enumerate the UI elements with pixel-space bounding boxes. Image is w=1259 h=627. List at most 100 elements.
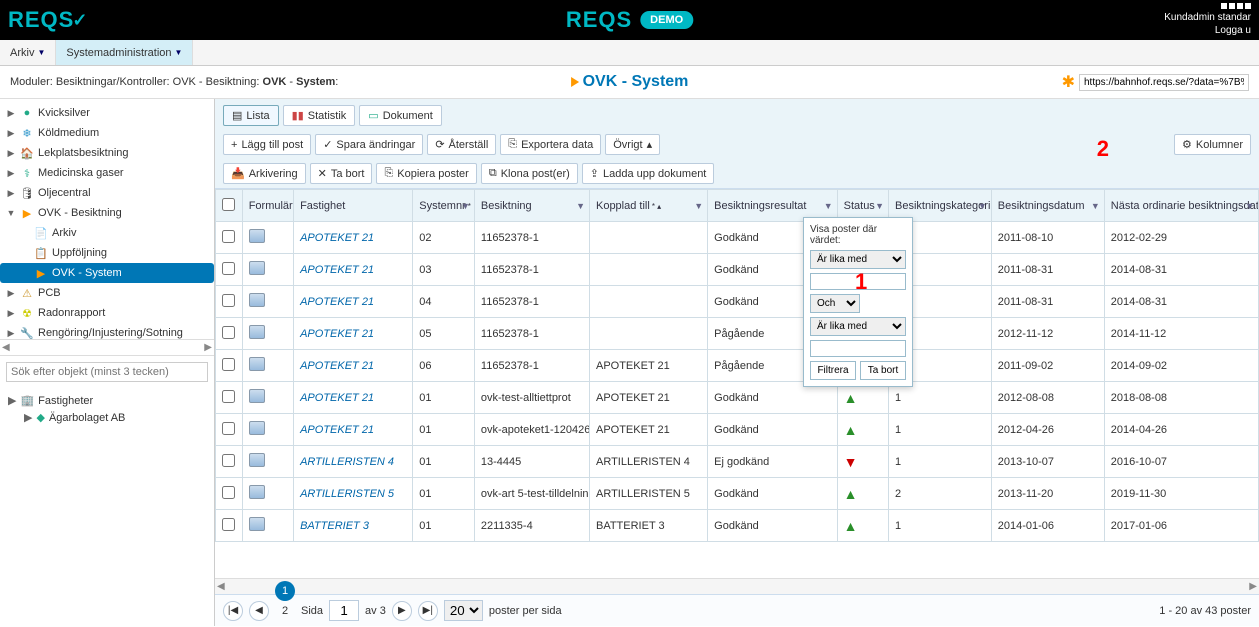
btn-spara[interactable]: ✓Spara ändringar — [315, 134, 423, 155]
form-icon[interactable] — [249, 261, 265, 275]
logout-link[interactable]: Logga u — [1164, 24, 1251, 37]
pager-input[interactable] — [329, 600, 359, 621]
tree-item[interactable]: ▶🔧Rengöring/Injustering/Sotning — [0, 323, 214, 339]
form-icon[interactable] — [249, 485, 265, 499]
fastighet-root[interactable]: ▶🏢Fastigheter — [8, 392, 206, 409]
tree-item[interactable]: ▶🛢Oljecentral — [0, 183, 214, 203]
tree-item[interactable]: 📄Arkiv — [0, 223, 214, 243]
col-systemnr[interactable]: Systemnr*▼ — [413, 190, 475, 222]
row-checkbox[interactable] — [222, 390, 235, 403]
filter-icon[interactable]: ▼ — [461, 201, 470, 211]
form-icon[interactable] — [249, 421, 265, 435]
expand-icon[interactable]: ▶ — [6, 168, 16, 179]
btn-ladda[interactable]: ⇪Ladda upp dokument — [582, 163, 715, 184]
cell-fastighet[interactable]: ARTILLERISTEN 4 — [294, 446, 413, 478]
pager-page[interactable]: 2 — [275, 601, 295, 621]
grid-hscroll[interactable]: ◀▶ — [215, 578, 1259, 594]
tree-item[interactable]: ▶⚕Medicinska gaser — [0, 163, 214, 183]
pager-size[interactable]: 20 — [444, 600, 483, 621]
form-icon[interactable] — [249, 357, 265, 371]
pager-last[interactable]: ▶| — [418, 601, 438, 621]
table-row[interactable]: APOTEKET 210411652378-1Godkänd▲12011-08-… — [216, 286, 1259, 318]
filter-icon[interactable]: ▼ — [875, 201, 884, 211]
row-checkbox[interactable] — [222, 422, 235, 435]
form-icon[interactable] — [249, 389, 265, 403]
expand-icon[interactable]: ▶ — [6, 188, 16, 199]
form-icon[interactable] — [249, 229, 265, 243]
table-row[interactable]: APOTEKET 210311652378-1Godkänd▲12011-08-… — [216, 254, 1259, 286]
filter-icon[interactable]: ▼ — [978, 201, 987, 211]
filter-val2[interactable] — [810, 340, 906, 357]
fastighet-child[interactable]: ▶◆Ägarbolaget AB — [8, 409, 206, 426]
pager-next[interactable]: ▶ — [392, 601, 412, 621]
filter-icon[interactable]: ▼ — [576, 201, 585, 211]
search-input[interactable] — [6, 362, 208, 382]
table-row[interactable]: ARTILLERISTEN 40113-4445ARTILLERISTEN 4E… — [216, 446, 1259, 478]
cell-fastighet[interactable]: BATTERIET 3 — [294, 510, 413, 542]
filter-op1[interactable]: Är lika med — [810, 250, 906, 269]
col-checkbox[interactable] — [216, 190, 243, 222]
filter-icon[interactable]: ▼ — [1091, 201, 1100, 211]
form-icon[interactable] — [249, 517, 265, 531]
filter-icon[interactable]: ▼ — [824, 201, 833, 211]
url-input[interactable] — [1079, 74, 1249, 91]
expand-icon[interactable]: ▶ — [6, 288, 16, 299]
pager-page[interactable]: 3 — [275, 621, 295, 627]
tree-item[interactable]: 📋Uppföljning — [0, 243, 214, 263]
select-all[interactable] — [222, 198, 235, 211]
btn-exportera[interactable]: ⎘Exportera data — [500, 134, 601, 155]
tree-item[interactable]: ▼▶OVK - Besiktning — [0, 203, 214, 223]
tree-item[interactable]: ▶●Kvicksilver — [0, 103, 214, 123]
table-row[interactable]: APOTEKET 210611652378-1APOTEKET 21Pågåen… — [216, 350, 1259, 382]
table-row[interactable]: APOTEKET 2101ovk-test-alltiettprotAPOTEK… — [216, 382, 1259, 414]
col-besiktning[interactable]: Besiktning▼ — [474, 190, 589, 222]
col-kopplad[interactable]: Kopplad till* ▴▼ — [589, 190, 707, 222]
cell-fastighet[interactable]: APOTEKET 21 — [294, 382, 413, 414]
pager-page[interactable]: 1 — [275, 581, 295, 601]
filter-icon[interactable]: ▼ — [1245, 201, 1254, 211]
tree-item[interactable]: ▶⚠PCB — [0, 283, 214, 303]
tree-item[interactable]: ▶❄Köldmedium — [0, 123, 214, 143]
table-row[interactable]: BATTERIET 3012211335-4BATTERIET 3Godkänd… — [216, 510, 1259, 542]
expand-icon[interactable]: ▶ — [6, 128, 16, 139]
filter-icon[interactable]: ▼ — [694, 201, 703, 211]
col-nasta[interactable]: Nästa ordinarie besiktningsdatum▼ — [1104, 190, 1258, 222]
pager-first[interactable]: |◀ — [223, 601, 243, 621]
table-row[interactable]: APOTEKET 2101ovk-apoteket1-120426APOTEKE… — [216, 414, 1259, 446]
filter-clear[interactable]: Ta bort — [860, 361, 906, 380]
tree-item[interactable]: ▶🏠Lekplatsbesiktning — [0, 143, 214, 163]
tree-scrollbar[interactable]: ◀▶ — [0, 339, 214, 355]
row-checkbox[interactable] — [222, 230, 235, 243]
tab-statistik[interactable]: ▮▮Statistik — [283, 105, 356, 126]
table-row[interactable]: APOTEKET 210511652378-1Pågående▶12012-11… — [216, 318, 1259, 350]
tree-item[interactable]: ▶☢Radonrapport — [0, 303, 214, 323]
cell-fastighet[interactable]: APOTEKET 21 — [294, 318, 413, 350]
expand-icon[interactable]: ▼ — [6, 208, 16, 218]
expand-icon[interactable]: ▶ — [6, 308, 16, 319]
tab-lista[interactable]: ▤Lista — [223, 105, 279, 126]
table-row[interactable]: APOTEKET 210211652378-1Godkänd▲22011-08-… — [216, 222, 1259, 254]
form-icon[interactable] — [249, 293, 265, 307]
expand-icon[interactable]: ▶ — [6, 108, 16, 119]
col-formular[interactable]: Formulär — [242, 190, 293, 222]
filter-och[interactable]: Och — [810, 294, 860, 313]
filter-apply[interactable]: Filtrera — [810, 361, 856, 380]
tree-item[interactable]: ▶OVK - System — [0, 263, 214, 283]
row-checkbox[interactable] — [222, 454, 235, 467]
row-checkbox[interactable] — [222, 518, 235, 531]
btn-ovrigt[interactable]: Övrigt▴ — [605, 134, 660, 155]
menu-sysadmin[interactable]: Systemadministration▼ — [56, 40, 193, 65]
cell-fastighet[interactable]: APOTEKET 21 — [294, 286, 413, 318]
row-checkbox[interactable] — [222, 486, 235, 499]
btn-klona[interactable]: ⧉Klona post(er) — [481, 163, 578, 184]
cell-fastighet[interactable]: APOTEKET 21 — [294, 254, 413, 286]
row-checkbox[interactable] — [222, 262, 235, 275]
row-checkbox[interactable] — [222, 326, 235, 339]
tab-dokument[interactable]: ▭Dokument — [359, 105, 442, 126]
btn-kolumner[interactable]: ⚙Kolumner — [1174, 134, 1251, 155]
col-fastighet[interactable]: Fastighet — [294, 190, 413, 222]
table-row[interactable]: ARTILLERISTEN 501ovk-art 5-test-tilldeln… — [216, 478, 1259, 510]
cell-fastighet[interactable]: APOTEKET 21 — [294, 414, 413, 446]
btn-lagg[interactable]: +Lägg till post — [223, 134, 311, 155]
btn-kopiera[interactable]: ⎘Kopiera poster — [376, 163, 476, 184]
